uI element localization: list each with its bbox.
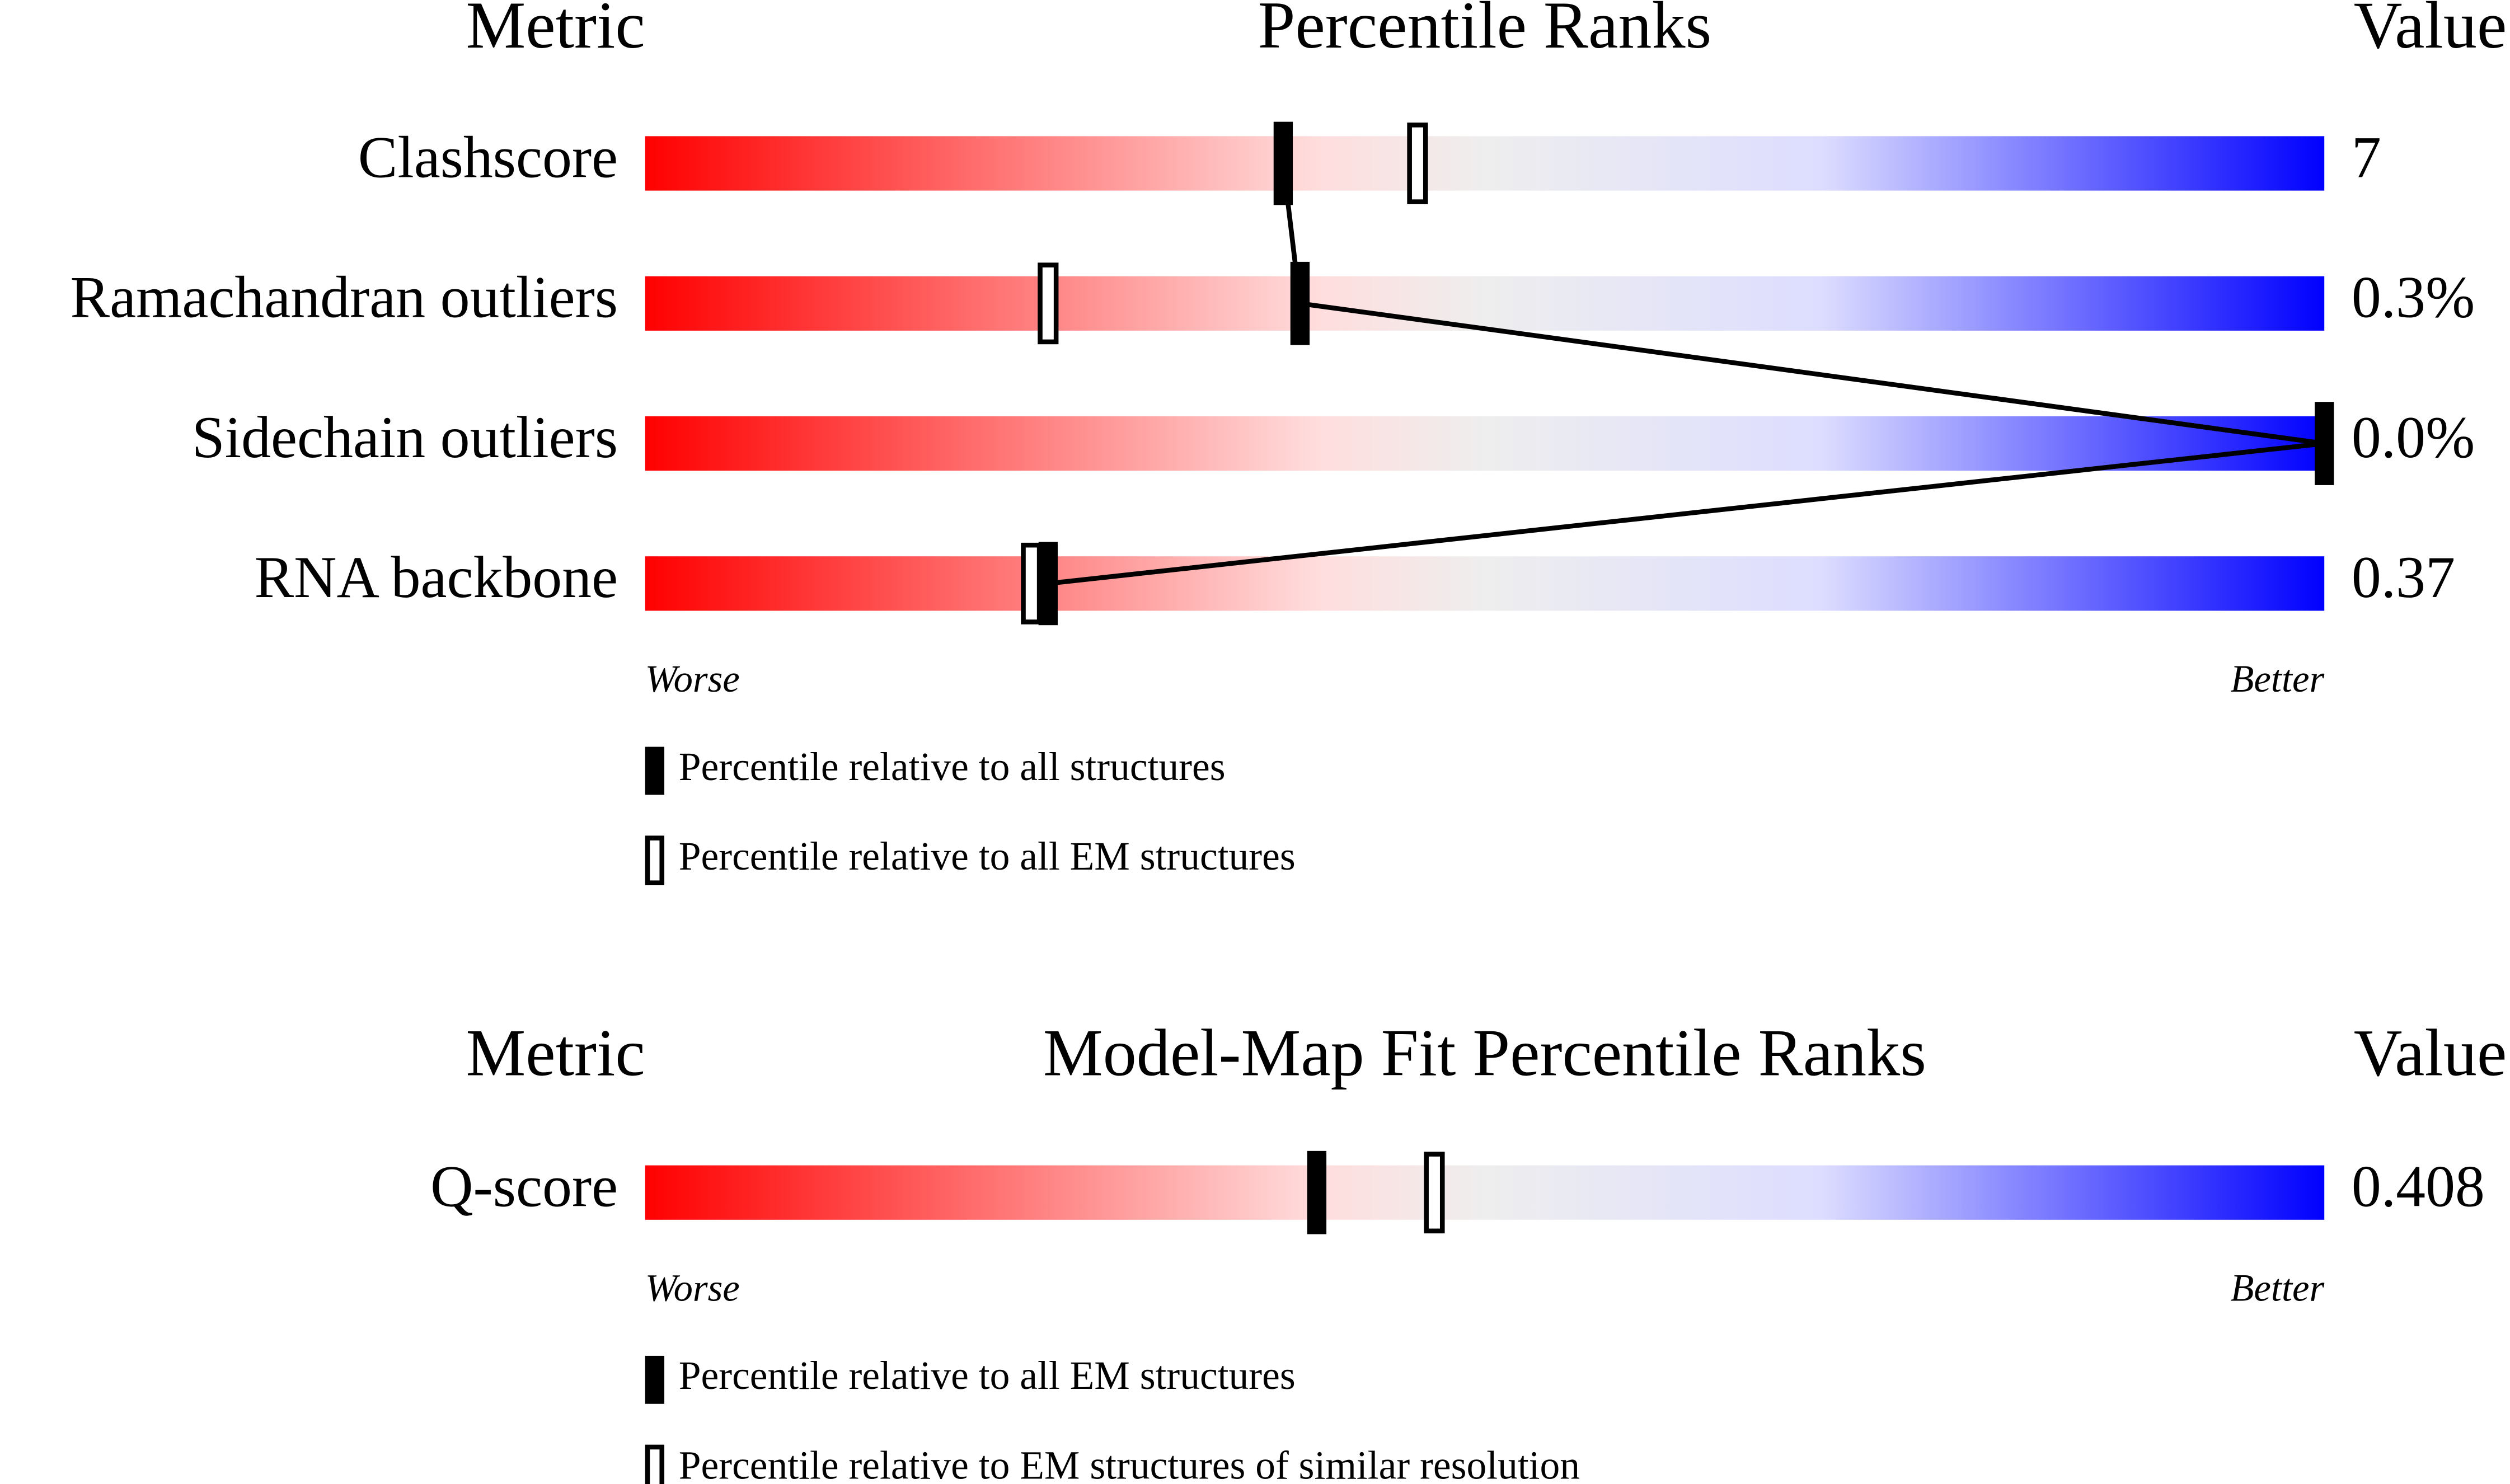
percentile-marker-hollow	[1021, 542, 1042, 624]
value-header: Value	[2354, 0, 2507, 62]
percentile-marker-hollow	[1407, 123, 1428, 204]
metric-label: Ramachandran outliers	[71, 265, 618, 330]
legend-label: Percentile relative to all structures	[679, 745, 1226, 789]
metric-value: 0.3%	[2352, 265, 2475, 330]
metric-label: Q-score	[430, 1153, 618, 1219]
metric-label: Sidechain outliers	[192, 405, 618, 470]
slider-bar	[645, 1165, 2325, 1220]
connector-line	[1048, 163, 2325, 586]
metric-header: Metric	[466, 0, 645, 62]
worse-label: Worse	[645, 658, 740, 700]
metric-value: 0.0%	[2352, 405, 2475, 470]
legend-label: Percentile relative to EM structures of …	[679, 1443, 1580, 1484]
legend-swatch-hollow	[645, 1444, 665, 1484]
percentile-marker	[1273, 121, 1293, 205]
better-label: Better	[2231, 1266, 2325, 1309]
title: Percentile Ranks	[1258, 0, 1712, 62]
metric-value: 7	[2352, 124, 2381, 190]
value-header: Value	[2354, 1015, 2507, 1089]
metric-label: Clashscore	[358, 124, 618, 190]
metric-header: Metric	[466, 1015, 645, 1089]
better-label: Better	[2231, 658, 2325, 700]
percentile-marker	[2315, 402, 2334, 485]
slider-bar	[645, 276, 2325, 331]
metric-label: RNA backbone	[255, 544, 618, 610]
slider-bar	[645, 136, 2325, 191]
legend-swatch	[645, 1355, 665, 1404]
legend-swatch-hollow	[645, 835, 665, 885]
metric-value: 0.408	[2352, 1153, 2485, 1219]
percentile-marker-hollow	[1424, 1152, 1445, 1234]
legend-label: Percentile relative to all EM structures	[679, 834, 1296, 879]
worse-label: Worse	[645, 1266, 740, 1309]
slider-bar	[645, 416, 2325, 471]
percentile-marker	[1307, 1150, 1327, 1234]
slider-bar	[645, 556, 2325, 611]
percentile-marker	[1290, 261, 1310, 345]
legend-swatch	[645, 746, 665, 795]
title: Model-Map Fit Percentile Ranks	[1043, 1015, 1926, 1089]
legend-label: Percentile relative to all EM structures	[679, 1354, 1296, 1398]
percentile-marker-hollow	[1038, 262, 1059, 345]
metric-value: 0.37	[2352, 544, 2455, 610]
